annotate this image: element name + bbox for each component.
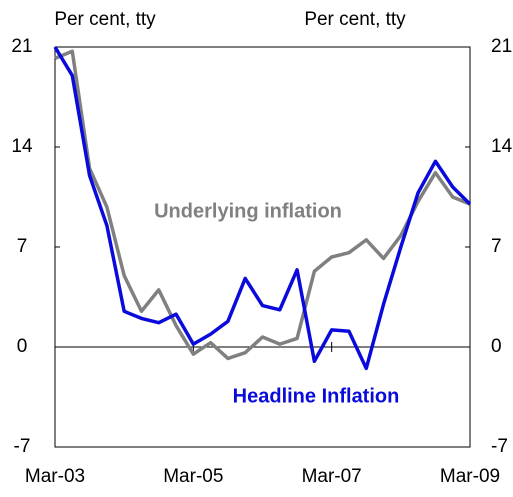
y2-axis-label: Per cent, tty [304, 9, 406, 30]
x-tick-label: Mar-09 [440, 466, 500, 487]
y2-tick-label: 21 [491, 36, 512, 57]
y-tick-label: 0 [17, 336, 28, 357]
x-tick-label: Mar-07 [302, 466, 362, 487]
series-line [54, 49, 471, 361]
x-tick-label: Mar-03 [25, 466, 85, 487]
y2-tick-label: -7 [491, 436, 508, 457]
series-line [53, 46, 472, 371]
y-tick-label: 14 [11, 136, 33, 157]
series-label: Underlying inflation [154, 200, 342, 222]
series-label: Headline Inflation [233, 385, 400, 407]
y2-tick-label: 14 [491, 136, 513, 157]
y2-tick-label: 7 [491, 236, 502, 257]
y-tick-label: 7 [17, 236, 28, 257]
x-tick-label: Mar-05 [163, 466, 223, 487]
y-tick-label: 21 [11, 36, 32, 57]
y-axis-label: Per cent, tty [54, 9, 156, 30]
y2-tick-label: 0 [491, 336, 502, 357]
y-tick-label: -7 [14, 436, 31, 457]
